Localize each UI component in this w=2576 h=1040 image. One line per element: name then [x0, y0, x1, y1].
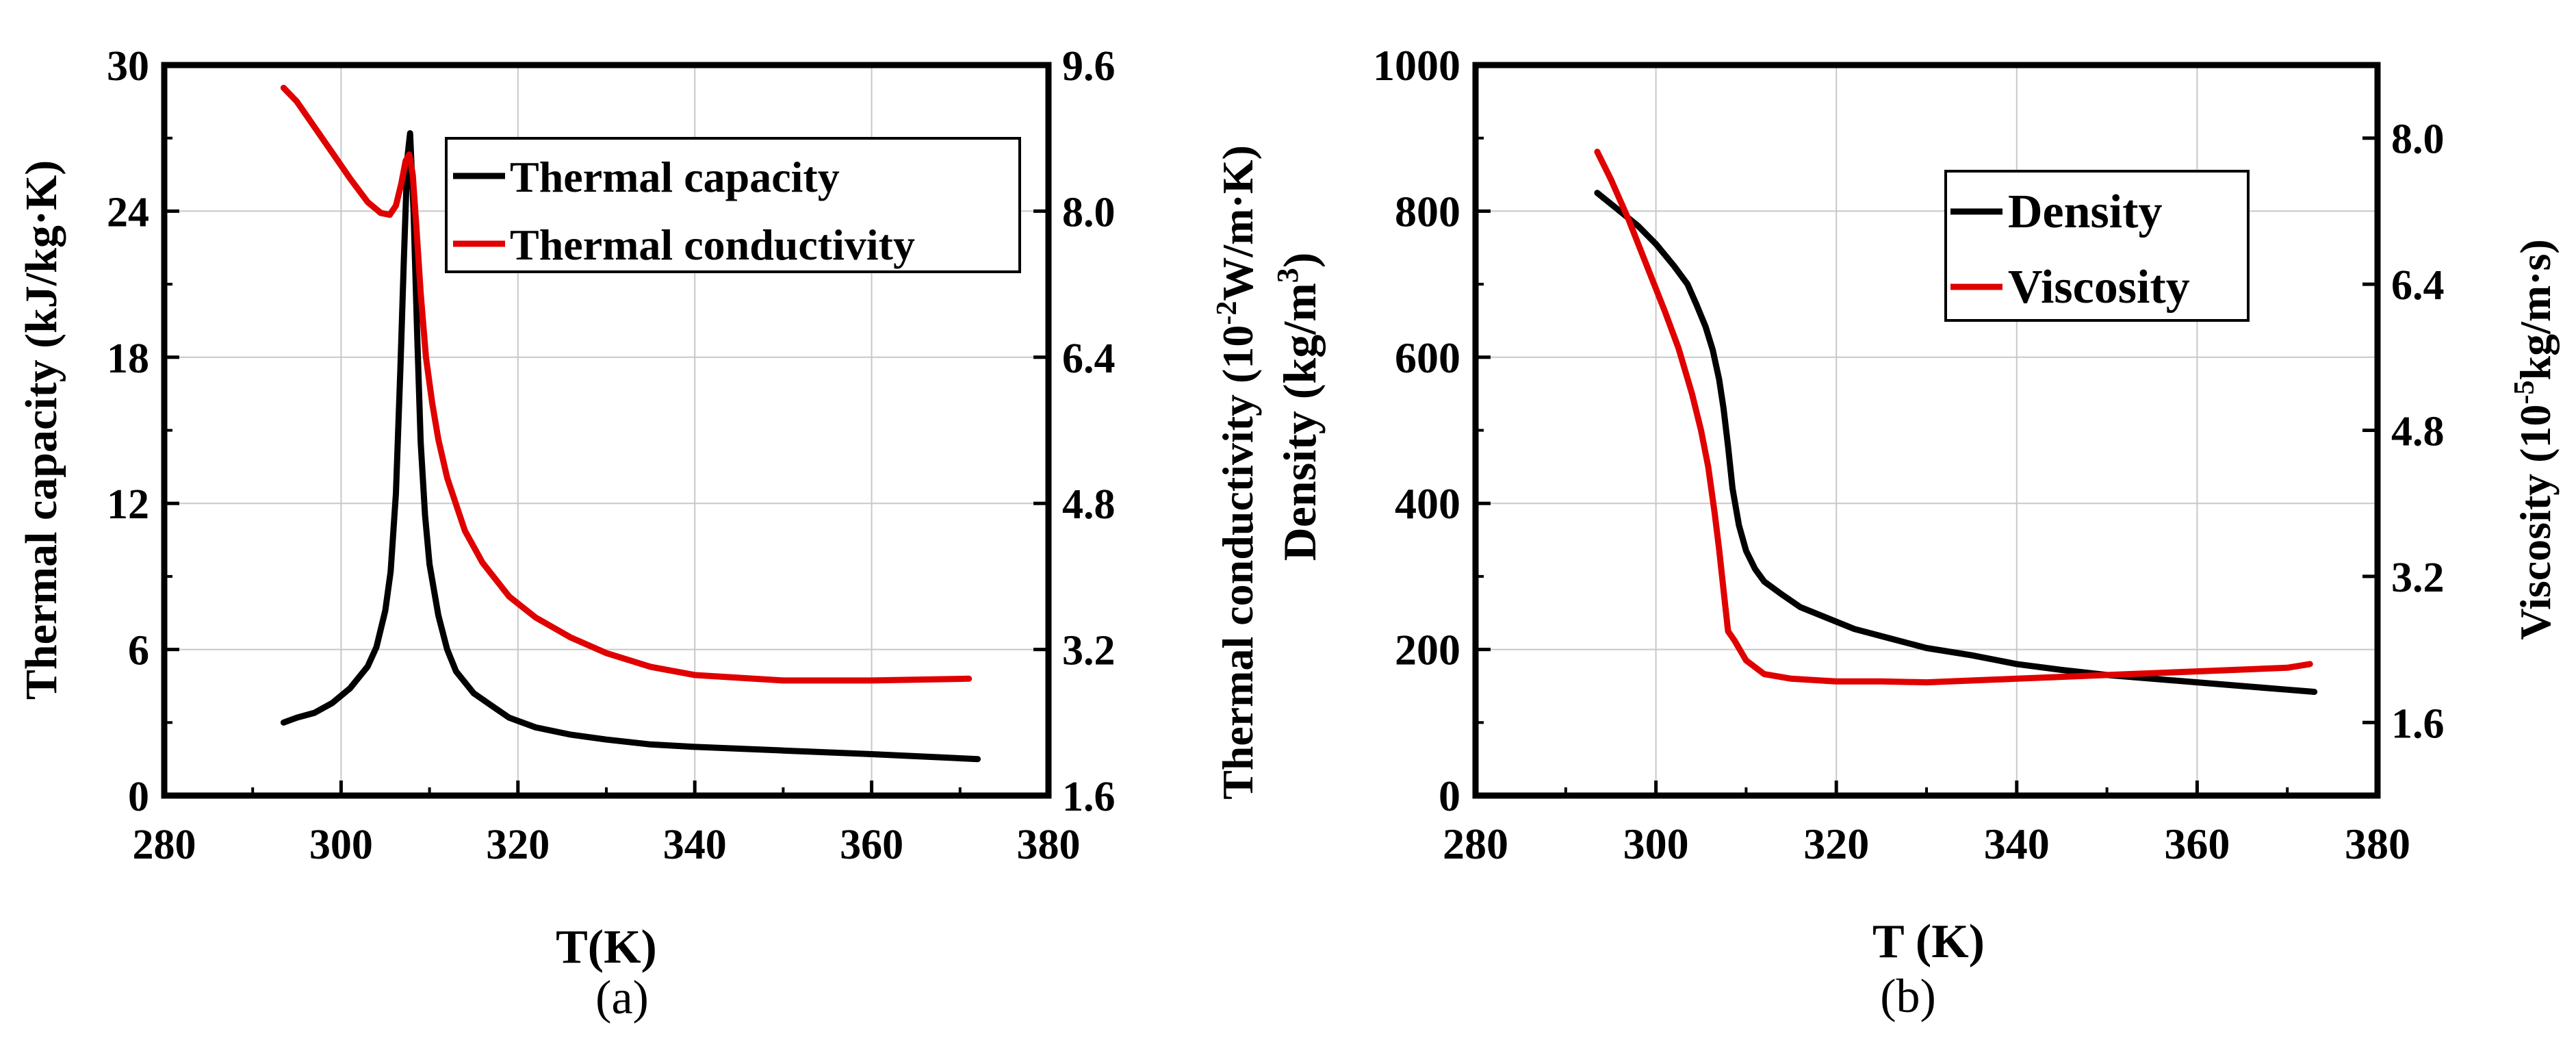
- x-tick-label: 340: [1984, 820, 2050, 868]
- series-lines-a: [280, 84, 981, 763]
- y-right-tick-label: 1.6: [1062, 774, 1116, 820]
- panel-a: 280 300 320 340 360 380 0 6 12 18 24 30 1.6 3.2 4.8 6…: [16, 43, 1262, 1024]
- y-right-tick-label: 4.8: [1062, 481, 1116, 528]
- y-left-tick-label: 400: [1395, 479, 1460, 528]
- y-left-tick-label: 0: [128, 774, 149, 820]
- legend-label-density: Density: [2008, 186, 2163, 238]
- y-right-tick-label: 1.6: [2391, 700, 2445, 747]
- y-right-tick-label: 9.6: [1062, 43, 1116, 90]
- y-right-tick-label: 3.2: [1062, 628, 1116, 674]
- y-left-label-tail-b: ): [1274, 253, 1326, 268]
- y-right-label-exp-b: -5: [2509, 381, 2540, 405]
- y-right-axis-label-b: Viscosity (10-5kg/m·s): [2509, 239, 2560, 640]
- x-ticks-b: 280 300 320 340 360 380: [1443, 781, 2410, 868]
- y-left-tick-label: 600: [1395, 333, 1460, 382]
- y-left-tick-label: 800: [1395, 187, 1460, 236]
- x-tick-label: 360: [2164, 820, 2230, 868]
- y-right-tick-label: 8.0: [1062, 189, 1116, 236]
- x-tick-label: 320: [486, 822, 550, 868]
- y-right-label-tail-b: kg/m·s): [2511, 239, 2560, 380]
- y-left-tick-label: 0: [1439, 772, 1460, 820]
- x-tick-label: 360: [840, 822, 903, 868]
- x-tick-label: 280: [133, 822, 196, 868]
- y-right-ticks-b: 1.6 3.2 4.8 6.4 8.0: [2362, 116, 2445, 747]
- legend-label-conductivity: Thermal conductivity: [510, 220, 915, 269]
- legend-label-viscosity: Viscosity: [2008, 261, 2190, 314]
- legend-box-a: [445, 137, 1021, 273]
- y-left-tick-label: 1000: [1373, 41, 1460, 90]
- y-right-label-exp-a: -2: [1211, 301, 1243, 325]
- y-right-axis-label-a: Thermal conductivity (10-2W/m·K): [1211, 145, 1262, 800]
- x-tick-label: 340: [663, 822, 727, 868]
- x-axis-label-b: T (K): [1872, 915, 1985, 968]
- legend-box-b: [1944, 170, 2250, 322]
- y-right-tick-label: 8.0: [2391, 116, 2445, 163]
- legend-label-capacity: Thermal capacity: [510, 153, 840, 201]
- y-right-label-main-a: Thermal conductivity (10: [1213, 325, 1262, 800]
- y-left-label-exp-b: 3: [1271, 268, 1304, 283]
- legend-a: Thermal capacity Thermal conductivity: [445, 137, 1021, 273]
- y-left-label-main-b: Density (kg/m: [1274, 283, 1326, 561]
- x-axis-label-a: T(K): [556, 921, 657, 974]
- y-left-tick-label: 18: [107, 335, 149, 382]
- plot-frame-b: [1472, 62, 2381, 799]
- y-left-axis-label-b: Density (kg/m3): [1271, 253, 1326, 561]
- y-right-label-main-b: Viscosity (10: [2511, 405, 2560, 640]
- x-ticks-a: 280 300 320 340 360 380: [133, 781, 1081, 868]
- y-left-tick-label: 24: [107, 189, 149, 236]
- series-line-viscosity: [1594, 149, 2313, 686]
- y-left-tick-label: 6: [128, 628, 149, 674]
- y-left-axis-label-a: Thermal capacity (kJ/kg·K): [16, 160, 66, 700]
- caption-a: (a): [595, 972, 649, 1024]
- x-tick-label: 380: [2345, 820, 2410, 868]
- x-tick-label: 300: [309, 822, 373, 868]
- x-tick-label: 380: [1017, 822, 1081, 868]
- x-tick-label: 320: [1803, 820, 1869, 868]
- y-left-tick-label: 12: [107, 481, 149, 528]
- y-left-tick-label: 30: [107, 43, 149, 90]
- y-right-tick-label: 6.4: [1062, 335, 1116, 382]
- y-right-tick-label: 3.2: [2391, 555, 2445, 601]
- y-right-label-tail-a: W/m·K): [1213, 145, 1262, 301]
- x-tick-label: 300: [1623, 820, 1689, 868]
- y-right-tick-label: 4.8: [2391, 409, 2445, 455]
- caption-b: (b): [1880, 970, 1936, 1023]
- y-right-tick-label: 6.4: [2391, 262, 2445, 309]
- series-line-thermal-capacity: [280, 130, 981, 763]
- series-line-thermal-conductivity: [280, 84, 973, 684]
- panel-b: 280 300 320 340 360 380 0 200 400 600 800 1000 1.6…: [1271, 41, 2560, 1023]
- legend-b: Density Viscosity: [1944, 170, 2250, 322]
- series-lines-b: [1594, 149, 2318, 695]
- x-tick-label: 280: [1443, 820, 1508, 868]
- y-left-ticks-a: 0 6 12 18 24 30: [107, 43, 179, 820]
- y-left-tick-label: 200: [1395, 626, 1460, 674]
- plot-frame-a: [161, 62, 1052, 799]
